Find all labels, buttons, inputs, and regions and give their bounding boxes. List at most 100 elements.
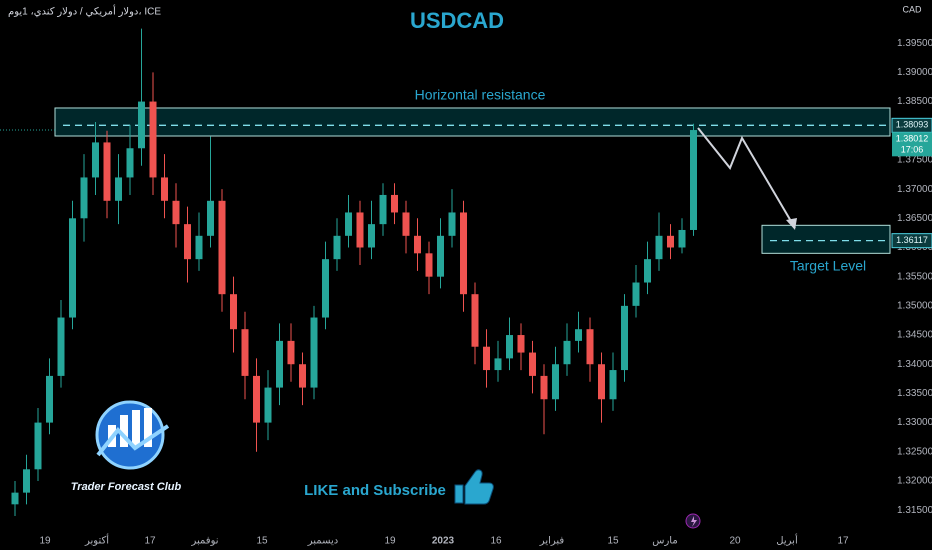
candle-body bbox=[632, 282, 640, 306]
candle-body bbox=[667, 235, 674, 248]
candle-body bbox=[299, 364, 306, 388]
y-tick-label: 1.32500 bbox=[897, 446, 932, 457]
candle-body bbox=[655, 235, 663, 260]
logo-text: Trader Forecast Club bbox=[71, 481, 182, 493]
candle-body bbox=[368, 224, 375, 248]
x-tick-label: فبراير bbox=[539, 536, 565, 547]
x-tick-label: مارس bbox=[652, 536, 677, 547]
y-tick-label: 1.37500 bbox=[897, 155, 932, 166]
candle-body bbox=[598, 364, 605, 400]
candle-body bbox=[563, 340, 571, 365]
y-tick-label: 1.34500 bbox=[897, 330, 932, 341]
y-tick-label: 1.32000 bbox=[897, 476, 932, 487]
candle-body bbox=[34, 422, 42, 470]
y-tick-label: 1.35500 bbox=[897, 271, 932, 282]
x-tick-label: أبريل bbox=[776, 534, 798, 547]
arrow-head bbox=[786, 218, 797, 230]
candle-body bbox=[494, 358, 502, 371]
candle-body bbox=[161, 177, 168, 201]
y-tick-label: 1.38500 bbox=[897, 96, 932, 107]
candle-body bbox=[172, 200, 180, 225]
candle-body bbox=[575, 329, 582, 341]
candle-body bbox=[333, 235, 341, 260]
logo-arrow bbox=[96, 424, 170, 457]
candle-body bbox=[69, 218, 76, 318]
x-tick-label: 15 bbox=[256, 536, 268, 547]
candle-body bbox=[425, 253, 433, 277]
x-tick-label: نوفمبر bbox=[190, 536, 218, 547]
y-tick-label: 1.39500 bbox=[897, 38, 932, 49]
candle-body bbox=[506, 335, 513, 359]
chart-title: USDCAD bbox=[410, 8, 504, 33]
candle-body bbox=[356, 212, 364, 248]
candle-body bbox=[184, 224, 191, 260]
x-tick-label: 16 bbox=[490, 536, 502, 547]
last-price-bg bbox=[892, 132, 932, 157]
logo: Trader Forecast Club bbox=[71, 400, 182, 493]
candle-body bbox=[552, 364, 559, 400]
candle-body bbox=[437, 235, 444, 277]
logo-bar bbox=[144, 408, 152, 447]
candle-body bbox=[678, 229, 686, 248]
candle-body bbox=[391, 194, 398, 213]
logo-bar bbox=[132, 410, 140, 447]
thumbs-up-icon bbox=[454, 469, 494, 505]
x-tick-label: 19 bbox=[39, 536, 51, 547]
zone bbox=[761, 224, 891, 254]
x-tick-label: 17 bbox=[144, 536, 156, 547]
candle-body bbox=[138, 101, 145, 149]
currency: CAD bbox=[902, 4, 922, 14]
logo-bar bbox=[120, 415, 128, 447]
y-tick-label: 1.33500 bbox=[897, 388, 932, 399]
candle-body bbox=[241, 329, 249, 376]
x-tick-label: 20 bbox=[729, 536, 741, 547]
x-tick-label: 15 bbox=[607, 536, 619, 547]
candle-body bbox=[460, 212, 467, 295]
candle-body bbox=[690, 130, 697, 230]
y-tick-label: 1.33000 bbox=[897, 417, 932, 428]
zone-label: Horizontal resistance bbox=[415, 87, 546, 103]
candle-body bbox=[322, 259, 329, 318]
candle-body bbox=[471, 294, 479, 347]
candle-body bbox=[253, 375, 260, 423]
candle-body bbox=[46, 375, 53, 423]
call-to-action: LIKE and Subscribe bbox=[304, 482, 446, 499]
candle-body bbox=[414, 235, 421, 254]
zone bbox=[54, 107, 891, 137]
candle-body bbox=[230, 294, 237, 330]
price-tag: 1.36117 bbox=[896, 235, 928, 245]
candle-body bbox=[207, 200, 214, 236]
candle-body bbox=[195, 235, 203, 260]
symbol-info: دولار أمريكي / دولار كندي، 1يوم، ICE bbox=[8, 5, 161, 18]
candle-body bbox=[379, 194, 387, 225]
countdown-label: 17:06 bbox=[901, 145, 924, 155]
candle-body bbox=[218, 200, 226, 295]
x-tick-label: 19 bbox=[384, 536, 396, 547]
x-tick-label: أكتوبر bbox=[84, 534, 109, 547]
candle-body bbox=[80, 177, 88, 219]
y-tick-label: 1.34000 bbox=[897, 359, 932, 370]
candle-body bbox=[402, 212, 410, 236]
candle-body bbox=[586, 329, 594, 365]
last-price-label: 1.38012 bbox=[896, 134, 929, 144]
x-tick-label: ديسمبر bbox=[307, 536, 338, 547]
thumb bbox=[454, 469, 494, 505]
candle-body bbox=[23, 469, 30, 493]
x-tick-label: 17 bbox=[837, 536, 849, 547]
candle-body bbox=[115, 177, 122, 201]
candle-body bbox=[126, 148, 134, 178]
price-tag: 1.38093 bbox=[896, 120, 929, 130]
candle-body bbox=[529, 352, 536, 376]
candle-body bbox=[149, 101, 157, 178]
candle-body bbox=[92, 142, 99, 178]
x-tick-label: 2023 bbox=[432, 536, 455, 547]
zone-label: Target Level bbox=[790, 258, 866, 274]
candle-body bbox=[609, 370, 617, 400]
price-tag-bg bbox=[891, 233, 932, 249]
projection-arrow bbox=[697, 127, 796, 229]
event-bolt bbox=[691, 516, 697, 527]
candle-body bbox=[517, 335, 525, 353]
candle-body bbox=[264, 387, 272, 423]
plot-area: 1.31500 1.32000 1.32500 1.33000 1.33500 1.340… bbox=[0, 28, 932, 547]
